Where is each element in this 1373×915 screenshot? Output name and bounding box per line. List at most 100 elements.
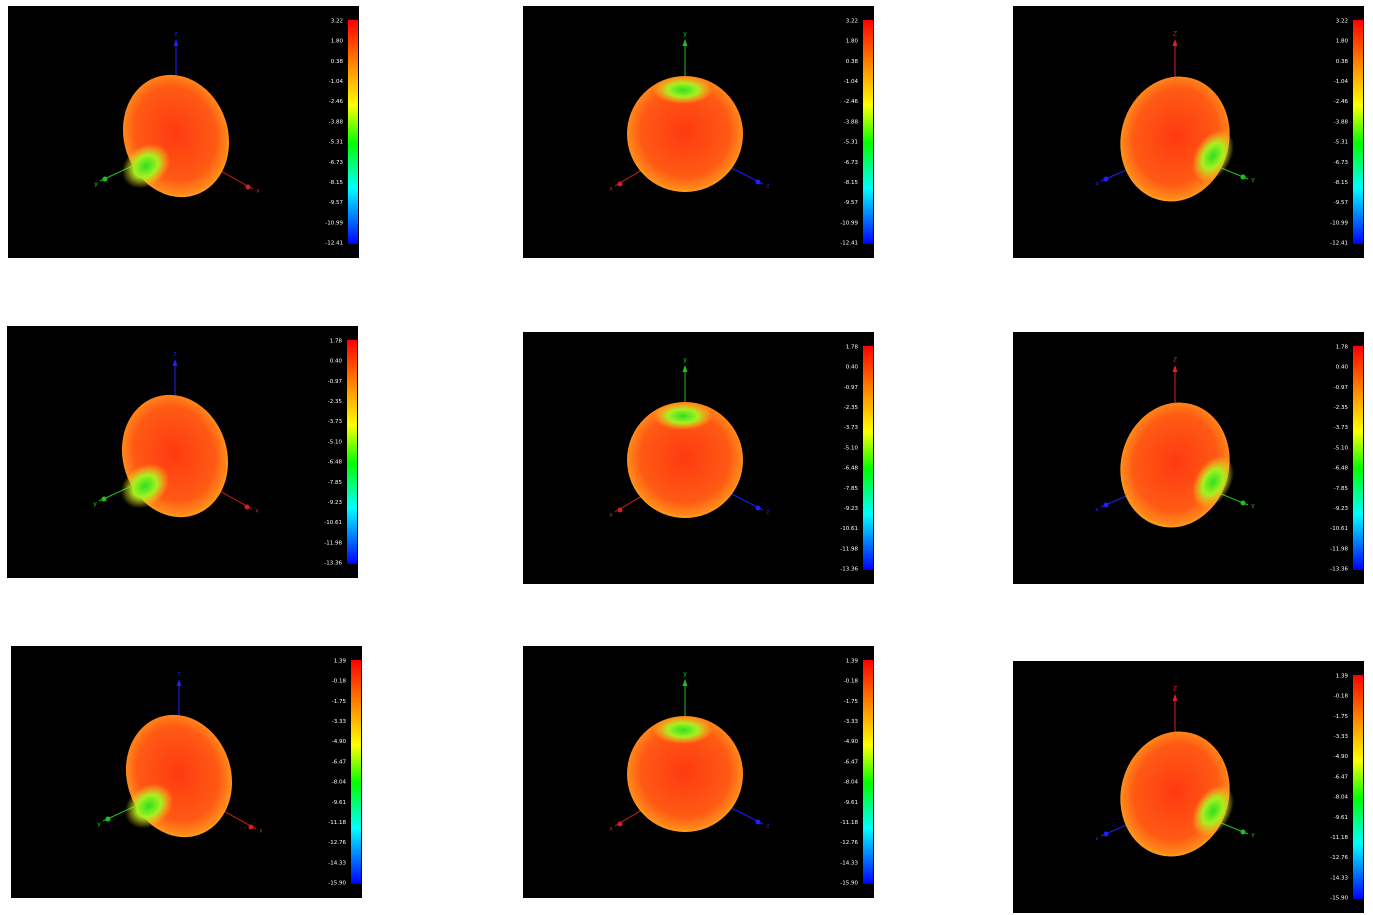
axis-arrow — [617, 507, 623, 513]
colorbar-label: -10.61 — [324, 520, 342, 526]
colorbar-label: -6.48 — [328, 460, 343, 466]
axis-label: y — [683, 357, 687, 364]
colorbar-label: -11.98 — [324, 540, 342, 546]
colorbar-label: -9.23 — [844, 506, 859, 512]
colorbar-label: 1.78 — [846, 345, 859, 351]
axis-arrow — [1172, 39, 1178, 46]
colorbar-label: -8.04 — [1334, 795, 1349, 801]
colorbar-label: 1.78 — [330, 339, 343, 345]
colorbar-label: -2.46 — [1334, 99, 1349, 105]
colorbar-label: -8.15 — [844, 180, 859, 186]
colorbar-label: -9.61 — [1334, 815, 1348, 821]
colorbar-label: -4.90 — [844, 739, 859, 745]
axis-arrow — [1240, 500, 1246, 506]
axis-label: y — [93, 501, 97, 508]
axis-arrow — [248, 824, 254, 830]
pattern-panel: y x z 3.22 1.80 0.38 -1.04 -2.46 -3.88 -5.31 -6.73… — [523, 6, 874, 258]
colorbar-label: 0.38 — [331, 59, 344, 65]
axis-label: x — [609, 826, 613, 833]
colorbar-label: -12.41 — [325, 241, 343, 247]
colorbar — [863, 346, 873, 570]
colorbar-label: -10.99 — [325, 220, 343, 226]
colorbar-label: -7.85 — [1334, 486, 1349, 492]
axis-label: x — [609, 512, 613, 519]
colorbar-label: -3.73 — [1334, 425, 1349, 431]
axis-arrow — [101, 496, 107, 502]
colorbar-label: -2.35 — [328, 399, 343, 405]
colorbar-label: -3.73 — [844, 425, 859, 431]
colorbar-label: -2.46 — [329, 99, 344, 105]
colorbar-label: -8.15 — [1334, 180, 1349, 186]
axis-arrow — [1240, 174, 1246, 180]
colorbar-label: -12.76 — [1330, 855, 1348, 861]
colorbar-label: -11.18 — [1330, 835, 1348, 841]
colorbar-label: -0.18 — [844, 679, 859, 685]
colorbar-label: -5.31 — [844, 140, 858, 146]
colorbar-label: 0.40 — [1336, 365, 1349, 371]
colorbar — [1353, 675, 1363, 899]
colorbar-label: 3.22 — [331, 19, 343, 25]
colorbar-label: -1.75 — [332, 699, 347, 705]
colorbar-label: -6.47 — [332, 759, 347, 765]
axis-label: x — [1095, 181, 1099, 188]
colorbar-label: -6.47 — [844, 759, 859, 765]
colorbar-label: -7.85 — [844, 486, 859, 492]
colorbar-label: -10.61 — [1330, 526, 1348, 532]
colorbar-label: 0.40 — [330, 359, 343, 365]
colorbar-label: -1.04 — [329, 79, 344, 85]
colorbar-label: 0.38 — [846, 59, 859, 65]
axis-arrow — [1103, 176, 1109, 182]
colorbar-label: 1.80 — [331, 39, 344, 45]
pattern-null — [653, 76, 713, 104]
colorbar-label: -3.33 — [1334, 734, 1349, 740]
pattern-null — [1192, 456, 1234, 508]
axis-arrow — [176, 679, 182, 686]
colorbar-label: 0.38 — [1336, 59, 1349, 65]
colorbar-label: -12.76 — [840, 840, 858, 846]
colorbar-label: -5.10 — [328, 439, 343, 445]
axis-label: Z — [1173, 686, 1177, 693]
pattern-panel: z y x 1.78 0.40 -0.97 -2.35 -3.73 -5.10 -6.48 -7.8… — [7, 326, 358, 578]
colorbar-label: -9.57 — [1334, 200, 1349, 206]
pattern-panel: Zx Y 3.22 1.80 0.38 -1.04 -2.46 -3.88 -5.31 -6.73… — [1013, 6, 1364, 258]
colorbar-label: 3.22 — [1336, 19, 1348, 25]
colorbar — [863, 20, 873, 244]
colorbar-label: -10.99 — [840, 220, 858, 226]
axis-label: z — [173, 351, 176, 358]
pattern-null — [121, 143, 171, 189]
axis-label: x — [609, 186, 613, 193]
pattern-panel: Zx Y 1.39 -0.18 -1.75 -3.33 -4.90 -6.47 -8.04 -9.… — [1013, 661, 1364, 913]
axis-label: x — [1095, 836, 1099, 843]
pattern-null — [1192, 130, 1234, 182]
colorbar-label: -11.18 — [840, 820, 858, 826]
axis-label: z — [766, 823, 769, 830]
colorbar-label: -8.15 — [329, 180, 344, 186]
colorbar-label: -0.18 — [1334, 694, 1349, 700]
pattern-panel: y x z 1.39 -0.18 -1.75 -3.33 -4.90 -6.47 -8.04 -9.… — [523, 646, 874, 898]
axis-arrow — [682, 365, 688, 372]
colorbar-label: -0.97 — [1334, 385, 1349, 391]
colorbar-label: -1.04 — [844, 79, 859, 85]
axis-label: y — [683, 31, 687, 38]
colorbar — [351, 660, 361, 884]
colorbar-label: -7.85 — [328, 480, 343, 486]
colorbar-label: -9.61 — [844, 800, 858, 806]
colorbar-label: -8.04 — [844, 780, 859, 786]
axis-arrow — [105, 816, 111, 822]
axis-label: y — [97, 821, 101, 828]
axis-arrow — [617, 181, 623, 187]
colorbar-label: -13.36 — [324, 561, 342, 567]
axis-label: y — [94, 181, 98, 188]
colorbar-label: 1.78 — [1336, 345, 1349, 351]
colorbar-label: 1.39 — [1336, 674, 1349, 680]
colorbar-label: -1.04 — [1334, 79, 1349, 85]
pattern-panel: y x z 1.78 0.40 -0.97 -2.35 -3.73 -5.10 -6.48 -7.8… — [523, 332, 874, 584]
colorbar-label: -3.88 — [1334, 119, 1349, 125]
axis-arrow — [1103, 831, 1109, 837]
colorbar-label: -9.23 — [1334, 506, 1349, 512]
colorbar-label: -14.33 — [840, 860, 858, 866]
colorbar — [348, 20, 358, 244]
axis-label: z — [174, 31, 177, 38]
colorbar-label: -13.36 — [840, 567, 858, 573]
axis-arrow — [682, 679, 688, 686]
